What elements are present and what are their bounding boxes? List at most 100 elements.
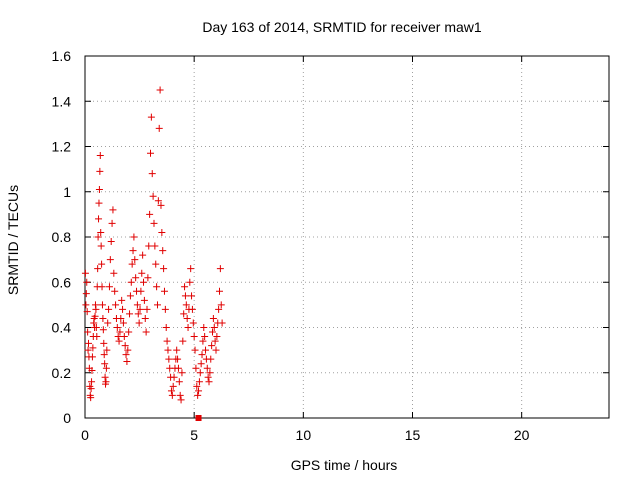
data-point — [133, 301, 141, 309]
data-point — [163, 337, 171, 345]
data-point — [213, 333, 221, 341]
y-tick-label: 0.6 — [52, 274, 72, 290]
data-point — [93, 333, 101, 341]
data-point — [156, 86, 164, 94]
data-point — [129, 247, 137, 255]
data-point — [145, 242, 153, 250]
data-point — [179, 337, 187, 345]
data-point — [123, 357, 131, 365]
y-tick-label: 0 — [63, 410, 71, 426]
data-point — [217, 301, 225, 309]
data-point — [203, 364, 211, 372]
x-tick-label: 20 — [514, 427, 530, 443]
data-point — [178, 369, 186, 377]
data-point — [160, 265, 168, 273]
data-point — [118, 296, 126, 304]
data-point — [153, 301, 161, 309]
y-tick-label: 1.4 — [52, 93, 72, 109]
data-point — [150, 219, 158, 227]
data-point — [117, 314, 125, 322]
data-point — [146, 210, 154, 218]
data-point — [161, 305, 169, 313]
data-point — [199, 337, 207, 345]
data-point — [149, 192, 157, 200]
data-point — [176, 391, 184, 399]
data-point — [192, 364, 200, 372]
data-point — [105, 305, 113, 313]
data-point — [99, 314, 107, 322]
data-point — [151, 242, 159, 250]
data-point — [99, 326, 107, 334]
data-point — [94, 265, 102, 273]
data-point — [182, 301, 190, 309]
grid — [85, 56, 609, 418]
data-point — [102, 378, 110, 386]
data-point — [127, 278, 135, 286]
data-point — [140, 278, 148, 286]
data-point — [95, 215, 103, 223]
data-point — [115, 337, 123, 345]
x-axis-label: GPS time / hours — [291, 457, 398, 473]
data-point — [92, 305, 100, 313]
data-point — [96, 152, 104, 160]
data-point — [89, 344, 97, 352]
data-point — [173, 346, 181, 354]
data-point — [135, 319, 143, 327]
data-point — [142, 328, 150, 336]
y-tick-label: 1 — [63, 184, 71, 200]
data-point — [158, 228, 166, 236]
data-point — [98, 301, 106, 309]
data-point — [208, 342, 216, 350]
data-point — [112, 301, 120, 309]
data-point — [147, 113, 155, 121]
data-point — [167, 387, 175, 395]
x-tick-label: 15 — [405, 427, 421, 443]
data-point — [206, 369, 214, 377]
data-point — [197, 360, 205, 368]
data-point — [215, 305, 223, 313]
y-axis-label: SRMTID / TECUs — [5, 185, 21, 295]
data-point — [162, 324, 170, 331]
data-point — [126, 292, 134, 300]
data-point — [108, 219, 116, 227]
plot-frame — [84, 55, 610, 419]
data-point — [174, 364, 182, 372]
data-point — [83, 308, 91, 316]
data-point — [130, 233, 138, 241]
data-point — [153, 283, 161, 291]
data-point — [140, 296, 148, 304]
data-point — [201, 333, 209, 341]
chart-title: Day 163 of 2014, SRMTID for receiver maw… — [202, 19, 482, 35]
data-point — [159, 247, 167, 255]
data-point — [94, 233, 102, 241]
data-point — [174, 355, 182, 363]
data-point — [181, 292, 189, 300]
data-point — [170, 373, 178, 381]
data-point — [183, 314, 191, 322]
data-point — [87, 394, 95, 402]
data-point — [190, 333, 198, 341]
data-point — [165, 355, 173, 363]
data-point — [193, 382, 201, 390]
data-point — [106, 256, 114, 264]
data-point — [126, 310, 134, 318]
data-point — [119, 319, 127, 327]
data-point — [134, 310, 142, 318]
data-point — [216, 265, 224, 273]
data-point — [209, 328, 217, 336]
square-marker — [195, 415, 202, 421]
data-point — [96, 167, 104, 175]
data-point — [113, 324, 121, 331]
data-point — [207, 355, 215, 363]
data-point — [155, 124, 163, 132]
data-point — [119, 305, 127, 313]
data-point — [92, 324, 100, 331]
x-tick-label: 10 — [296, 427, 312, 443]
data-point — [97, 228, 105, 236]
data-point — [195, 387, 203, 395]
data-point — [88, 366, 96, 374]
data-point — [107, 238, 115, 246]
data-point — [88, 378, 96, 386]
data-point — [196, 369, 204, 377]
data-points — [81, 86, 226, 421]
